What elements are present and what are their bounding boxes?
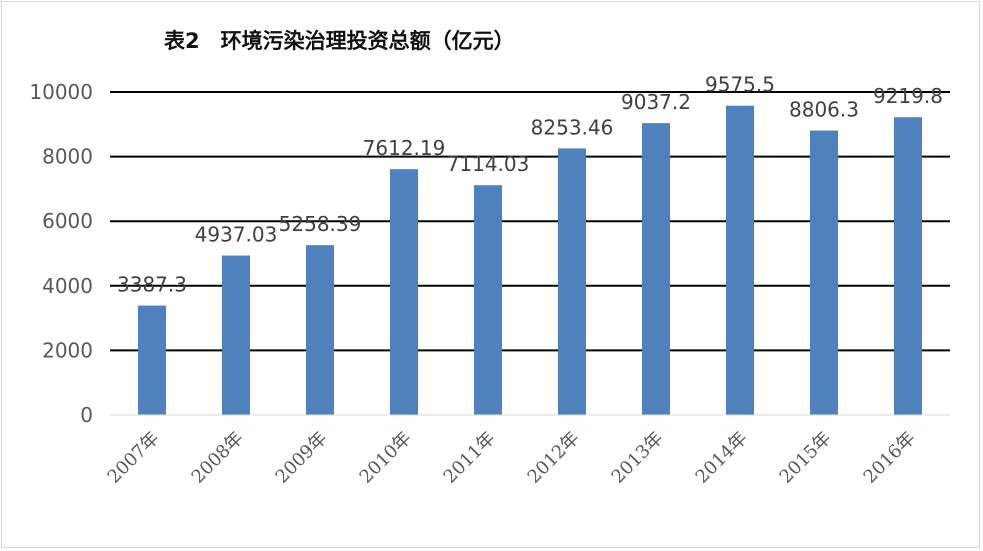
- x-tick-label: 2008年: [188, 428, 248, 488]
- bar-2012年: [558, 148, 586, 415]
- bar-2013年: [642, 123, 670, 415]
- bar-2016年: [894, 117, 922, 415]
- y-tick-label: 10000: [29, 80, 93, 104]
- data-label: 7114.03: [447, 152, 530, 176]
- bar-2010年: [390, 169, 418, 415]
- x-tick-label: 2007年: [104, 428, 164, 488]
- data-label: 7612.19: [363, 136, 446, 160]
- y-axis: 0 2000 4000 6000 8000 10000: [29, 80, 93, 427]
- data-label: 5258.39: [279, 212, 362, 236]
- y-tick-label: 4000: [42, 274, 93, 298]
- bar-2014年: [726, 105, 754, 415]
- data-label: 8806.3: [789, 98, 859, 122]
- bar-2008年: [222, 255, 250, 415]
- data-label: 9037.2: [621, 90, 691, 114]
- x-tick-label: 2010年: [356, 428, 416, 488]
- y-tick-label: 2000: [42, 338, 93, 362]
- x-axis: 2007年 2008年 2009年 2010年 2011年 2012年 2013年 2014年…: [104, 414, 950, 488]
- y-tick-label: 8000: [42, 145, 93, 169]
- data-label: 8253.46: [531, 115, 614, 139]
- x-tick-label: 2013年: [608, 428, 668, 488]
- bars: [138, 105, 922, 415]
- x-tick-label: 2015年: [776, 428, 836, 488]
- chart-title: 表2 环境污染治理投资总额（亿元）: [164, 29, 515, 53]
- bar-2007年: [138, 305, 166, 415]
- data-label: 9575.5: [705, 73, 775, 97]
- bar-2015年: [810, 130, 838, 415]
- bar-2009年: [306, 245, 334, 415]
- data-label: 9219.8: [873, 84, 943, 108]
- x-tick-label: 2009年: [272, 428, 332, 488]
- y-tick-label: 0: [80, 403, 93, 427]
- data-labels: 3387.3 4937.03 5258.39 7612.197114.038253.4…: [117, 73, 943, 297]
- y-tick-label: 6000: [42, 209, 93, 233]
- x-tick-label: 2014年: [692, 428, 752, 488]
- data-label: 3387.3: [117, 273, 187, 297]
- x-tick-label: 2012年: [524, 428, 584, 488]
- x-tick-label: 2016年: [860, 428, 920, 488]
- bar-2011年: [474, 185, 502, 415]
- data-label: 4937.03: [195, 223, 278, 247]
- x-tick-label: 2011年: [440, 428, 500, 488]
